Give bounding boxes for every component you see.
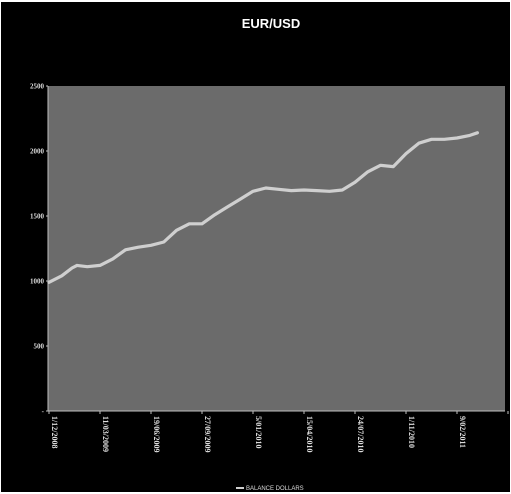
chart-title: EUR/USD	[242, 16, 301, 31]
x-tick-label: 24/07/2010	[356, 416, 365, 452]
x-axis-ticks: 1/12/2008 11/03/2009 19/06/2009 27/09/2009 5…	[48, 411, 510, 452]
x-tick-label: 27/09/2009	[203, 416, 212, 452]
plot-area	[48, 86, 505, 411]
x-tick-label: 5/01/2010	[254, 416, 263, 448]
y-tick-label: 2000	[30, 148, 45, 156]
x-tick-label: 9/02/2011	[458, 416, 467, 448]
x-tick-label: 1/11/2010	[407, 416, 416, 448]
y-tick-label: -	[42, 408, 45, 416]
x-tick-label: 15/04/2010	[305, 416, 314, 452]
legend: BALANCE DOLLARS	[236, 486, 304, 492]
y-tick-label: 2500	[30, 83, 45, 91]
legend-label: BALANCE DOLLARS	[246, 486, 304, 492]
x-tick-label: 1/12/2008	[50, 416, 59, 448]
x-tick-label: 19/06/2009	[152, 416, 161, 452]
series-line-balance	[47, 131, 479, 284]
y-tick-label: 1500	[30, 213, 45, 221]
y-axis-ticks: - 500 1000 1500 2000 2500	[30, 83, 48, 416]
x-tick-label: 20/05/2011	[509, 416, 510, 452]
y-tick-label: 1000	[30, 278, 45, 286]
x-tick-label: 11/03/2009	[101, 416, 110, 452]
y-tick-label: 500	[34, 343, 45, 351]
